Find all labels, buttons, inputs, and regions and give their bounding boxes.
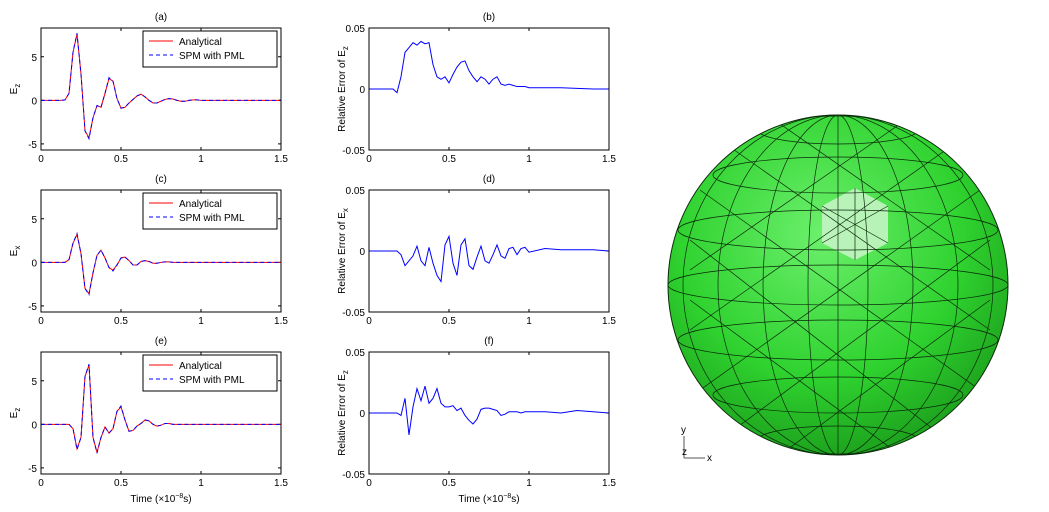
legend-label: Analytical xyxy=(179,37,222,48)
y-tick-label: 0 xyxy=(31,420,37,431)
y-label-part: z xyxy=(341,370,350,374)
y-tick-label: 0 xyxy=(359,85,365,96)
panel-title: (d) xyxy=(483,174,495,185)
x-label-part: Time (×10 xyxy=(130,494,175,505)
x-tick-label: 0.5 xyxy=(114,154,128,165)
x-label-part: Time (×10 xyxy=(458,494,503,505)
x-tick-label: 1.5 xyxy=(602,478,616,489)
y-label-part: z xyxy=(13,408,22,412)
y-tick-label: 0 xyxy=(359,247,365,258)
y-axis-label: Ex xyxy=(9,246,22,257)
plot-area xyxy=(369,190,609,312)
x-tick-label: 0.5 xyxy=(442,316,456,327)
x-tick-label: 1 xyxy=(526,478,532,489)
y-axis-label: Relative Error of Ex xyxy=(337,208,350,294)
sphere-mesh xyxy=(668,110,1008,455)
x-tick-label: 0.5 xyxy=(114,316,128,327)
x-label-part: −8 xyxy=(503,493,511,500)
y-label-part: Relative Error of E xyxy=(337,50,348,132)
y-label-part: x xyxy=(13,246,22,250)
y-tick-label: 0 xyxy=(31,258,37,269)
x-tick-label: 0 xyxy=(366,154,372,165)
x-tick-label: 1.5 xyxy=(602,316,616,327)
x-tick-label: 0.5 xyxy=(442,478,456,489)
x-tick-label: 1 xyxy=(526,316,532,327)
y-tick-label: -0.05 xyxy=(342,146,365,157)
y-axis-label: Ez xyxy=(9,408,22,419)
axis-triad: y z x xyxy=(681,425,712,464)
y-tick-label: 5 xyxy=(31,215,37,226)
y-label-part: Relative Error of E xyxy=(337,212,348,294)
y-axis-label: Relative Error of Ez xyxy=(337,46,350,132)
y-tick-label: -5 xyxy=(28,140,37,151)
x-label-part: s) xyxy=(511,494,519,505)
x-axis-label: Time (×10−8s) xyxy=(130,493,191,505)
x-label-part: s) xyxy=(183,494,191,505)
y-label-part: Relative Error of E xyxy=(337,374,348,456)
x-tick-label: 0 xyxy=(38,478,44,489)
x-tick-label: 1 xyxy=(198,478,204,489)
panel-title: (f) xyxy=(484,336,493,347)
x-tick-label: 1.5 xyxy=(274,316,288,327)
y-label-part: z xyxy=(341,46,350,50)
y-tick-label: -5 xyxy=(28,464,37,475)
y-label-part: z xyxy=(13,84,22,88)
triad-label: z xyxy=(682,447,687,458)
x-tick-label: 1 xyxy=(198,154,204,165)
y-tick-label: 0.05 xyxy=(346,186,366,197)
y-tick-label: 5 xyxy=(31,53,37,64)
x-tick-label: 1.5 xyxy=(602,154,616,165)
y-axis-label: Ez xyxy=(9,84,22,95)
x-tick-label: 1.5 xyxy=(274,478,288,489)
plot-area xyxy=(369,352,609,474)
y-label-part: x xyxy=(341,208,350,212)
x-tick-label: 1 xyxy=(198,316,204,327)
y-tick-label: 0 xyxy=(31,96,37,107)
y-tick-label: 0.05 xyxy=(346,24,366,35)
legend-label: SPM with PML xyxy=(179,213,245,224)
legend-label: Analytical xyxy=(179,199,222,210)
x-tick-label: 0.5 xyxy=(114,478,128,489)
x-tick-label: 0 xyxy=(366,478,372,489)
y-tick-label: 0.05 xyxy=(346,348,366,359)
legend-label: SPM with PML xyxy=(179,51,245,62)
y-tick-label: -0.05 xyxy=(342,308,365,319)
x-tick-label: 0 xyxy=(366,316,372,327)
y-tick-label: 0 xyxy=(359,409,365,420)
figure: y z x 00.511.5-505(a)EzAnalyticalSPM wit… xyxy=(0,0,1049,512)
y-tick-label: -0.05 xyxy=(342,470,365,481)
panel-title: (c) xyxy=(155,174,167,185)
panel-title: (b) xyxy=(483,12,495,23)
x-tick-label: 1 xyxy=(526,154,532,165)
panel-title: (e) xyxy=(155,336,167,347)
x-label-part: −8 xyxy=(175,493,183,500)
plot-area xyxy=(369,28,609,150)
x-tick-label: 0 xyxy=(38,154,44,165)
panel-title: (a) xyxy=(155,12,167,23)
x-axis-label: Time (×10−8s) xyxy=(458,493,519,505)
legend-label: Analytical xyxy=(179,361,222,372)
legend-label: SPM with PML xyxy=(179,375,245,386)
y-axis-label: Relative Error of Ez xyxy=(337,370,350,456)
y-tick-label: -5 xyxy=(28,302,37,313)
x-tick-label: 0.5 xyxy=(442,154,456,165)
y-tick-label: 5 xyxy=(31,377,37,388)
x-tick-label: 1.5 xyxy=(274,154,288,165)
triad-label: y xyxy=(681,425,686,436)
triad-label: x xyxy=(707,453,712,464)
x-tick-label: 0 xyxy=(38,316,44,327)
